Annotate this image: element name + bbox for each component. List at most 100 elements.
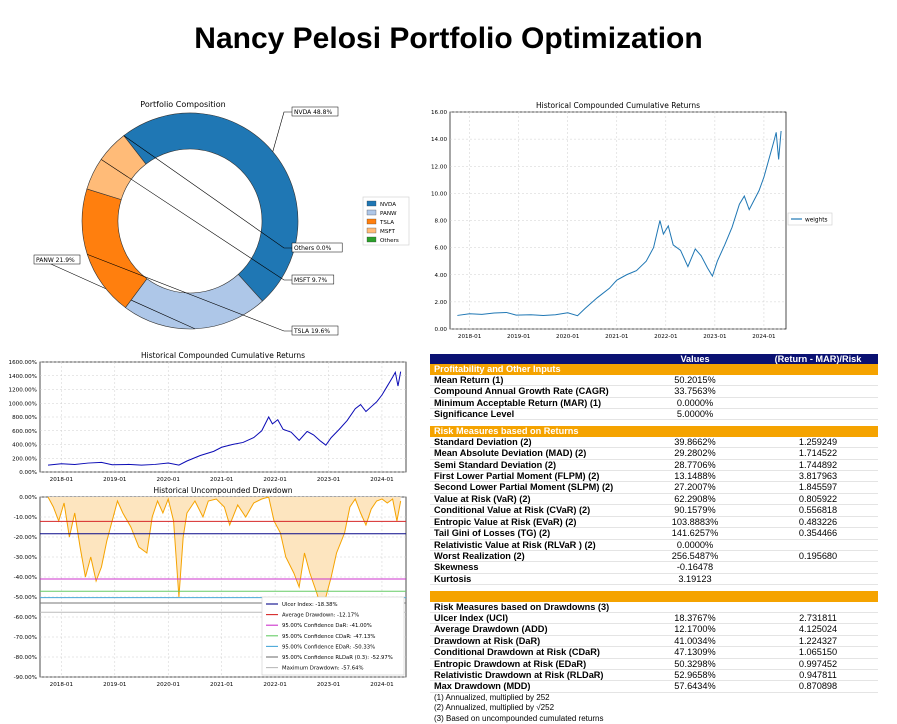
drawdown-chart: Historical Uncompounded Drawdown 0.00% -10…	[14, 486, 407, 688]
table-row: Value at Risk (VaR) (2) 62.2908% 0.805922	[430, 493, 878, 506]
slice-label-box	[291, 274, 335, 285]
x-tick-label: 2020-01	[556, 334, 580, 340]
table-row: Standard Deviation (2) 39.8662% 1.259249	[430, 436, 878, 449]
row-value: 62.2908%	[632, 493, 754, 506]
y-tick-label: -70.00%	[14, 635, 37, 641]
row-label: Mean Return (1)	[430, 374, 632, 387]
chart-title: Historical Compounded Cumulative Returns	[536, 101, 700, 110]
table-row: Minimum Acceptable Return (MAR) (1) 0.000…	[430, 397, 878, 410]
table-row: Compound Annual Growth Rate (CAGR) 33.756…	[430, 385, 878, 398]
y-tick-label: 2.00	[435, 300, 448, 306]
table-row: Mean Return (1) 50.2015%	[430, 374, 878, 387]
legend-box	[261, 596, 405, 676]
chart-legend	[787, 212, 833, 226]
table-row: Drawdown at Risk (DaR) 41.0034% 1.224327	[430, 635, 878, 648]
x-tick-label: 2018-01	[50, 682, 74, 688]
chart-title: Historical Uncompounded Drawdown	[154, 486, 293, 495]
row-value: 52.9658%	[632, 669, 754, 682]
x-tick-label: 2019-01	[103, 682, 127, 688]
cumulative-returns-chart: Historical Compounded Cumulative Returns…	[431, 101, 833, 340]
row-label: Conditional Drawdown at Risk (CDaR)	[430, 646, 632, 659]
table-row: Entropic Drawdown at Risk (EDaR) 50.3298%…	[430, 658, 878, 670]
y-tick-label: -30.00%	[14, 555, 37, 561]
x-tick-label: 2024-01	[370, 682, 394, 688]
table-row: Mean Absolute Deviation (MAD) (2) 29.2802…	[430, 447, 878, 460]
row-ratio	[754, 397, 878, 410]
y-tick-label: 1200.00%	[9, 388, 37, 394]
table-note: (3) Based on uncompounded cumulated retu…	[434, 713, 604, 723]
row-ratio: 0.805922	[754, 493, 878, 506]
row-label: Entropic Value at Risk (EVaR) (2)	[430, 516, 632, 529]
table-row: Entropic Value at Risk (EVaR) (2) 103.888…	[430, 516, 878, 529]
row-ratio	[754, 539, 878, 551]
portfolio-composition-chart: Portfolio Composition NVDA 48.8% PANW 21.9…	[33, 100, 410, 336]
leader-line	[272, 111, 292, 152]
y-tick-label: 12.00	[431, 164, 447, 170]
table-note: (1) Annualized, multiplied by 252	[434, 692, 550, 702]
drawdown-area	[48, 497, 401, 611]
legend-item: Ulcer Index: -18.38%	[282, 602, 338, 608]
row-label: Second Lower Partial Moment (SLPM) (2)	[430, 481, 632, 494]
table-row: Worst Realization (2) 256.5487% 0.195680	[430, 550, 878, 563]
legend-item: 95.00% Confidence RLDaR (0.3): -52.97%	[282, 655, 393, 661]
legend-item: NVDA	[380, 202, 396, 208]
y-tick-label: -50.00%	[14, 595, 37, 601]
chart-legend: NVDA PANW TSLA MSFT Others	[362, 196, 410, 246]
page-title: Nancy Pelosi Portfolio Optimization	[194, 22, 703, 55]
y-tick-label: 6.00	[435, 246, 448, 252]
table-row: Conditional Drawdown at Risk (CDaR) 47.13…	[430, 646, 878, 659]
table-row: Relativistic Drawdown at Risk (RLDaR) 52.…	[430, 669, 878, 682]
table-note-row: (2) Annualized, multiplied by √252	[430, 703, 878, 713]
row-ratio: 1.845597	[754, 481, 878, 494]
y-tick-label: 800.00%	[12, 415, 37, 421]
section-header: Risk Measures based on Drawdowns (3)	[430, 601, 878, 613]
x-tick-label: 2024-01	[752, 334, 776, 340]
table-header-values: Values	[632, 354, 754, 365]
y-tick-label: 16.00	[431, 110, 447, 116]
row-label: Drawdown at Risk (DaR)	[430, 635, 632, 648]
x-tick-label: 2024-01	[370, 477, 394, 483]
section-header: Risk Measures based on Returns	[430, 426, 878, 437]
y-tick-label: -80.00%	[14, 655, 37, 661]
table-header-blank	[430, 354, 632, 365]
legend-swatch	[366, 200, 377, 207]
row-label: Value at Risk (VaR) (2)	[430, 493, 632, 506]
y-tick-label: -10.00%	[14, 515, 37, 521]
row-value: 28.7706%	[632, 459, 754, 472]
row-ratio: 0.870898	[754, 680, 878, 693]
row-value: 29.2802%	[632, 447, 754, 460]
y-tick-label: -60.00%	[14, 615, 37, 621]
row-value: 256.5487%	[632, 550, 754, 563]
x-tick-label: 2021-01	[210, 477, 234, 483]
legend-swatch	[366, 236, 377, 243]
x-tick-label: 2021-01	[605, 334, 629, 340]
row-value: 103.8883%	[632, 516, 754, 529]
legend-item: weights	[805, 218, 828, 224]
row-value: 39.8662%	[632, 436, 754, 449]
row-value: 0.0000%	[632, 397, 754, 410]
row-label: Minimum Acceptable Return (MAR) (1)	[430, 397, 632, 410]
row-value: 33.7563%	[632, 385, 754, 398]
row-value: 47.1309%	[632, 646, 754, 659]
slice-label-box	[291, 106, 339, 117]
x-tick-label: 2021-01	[210, 682, 234, 688]
row-ratio	[754, 374, 878, 387]
y-tick-label: 14.00	[431, 137, 447, 143]
table-row: Conditional Value at Risk (CVaR) (2) 90.1…	[430, 504, 878, 517]
legend-swatch	[366, 209, 377, 216]
table-row: Average Drawdown (ADD) 12.1700% 4.125024	[430, 623, 878, 636]
table-row: Tail Gini of Losses (TG) (2) 141.6257% 0.3…	[430, 527, 878, 540]
y-tick-label: 4.00	[435, 273, 448, 279]
row-label: Tail Gini of Losses (TG) (2)	[430, 527, 632, 540]
row-ratio: 1.259249	[754, 436, 878, 449]
row-ratio: 0.997452	[754, 658, 878, 670]
y-tick-label: 8.00	[435, 219, 448, 225]
legend-item: 95.00% Confidence CDaR: -47.13%	[282, 634, 375, 640]
section-title: Risk Measures based on Returns	[430, 426, 878, 437]
slice-nvda	[123, 112, 299, 302]
slice-label-box	[33, 254, 81, 265]
y-tick-label: 1400.00%	[9, 374, 37, 380]
table-header-row: Values (Return - MAR)/Risk	[430, 354, 878, 365]
chart-title: Historical Compounded Cumulative Returns	[141, 351, 305, 360]
row-ratio: 0.483226	[754, 516, 878, 529]
